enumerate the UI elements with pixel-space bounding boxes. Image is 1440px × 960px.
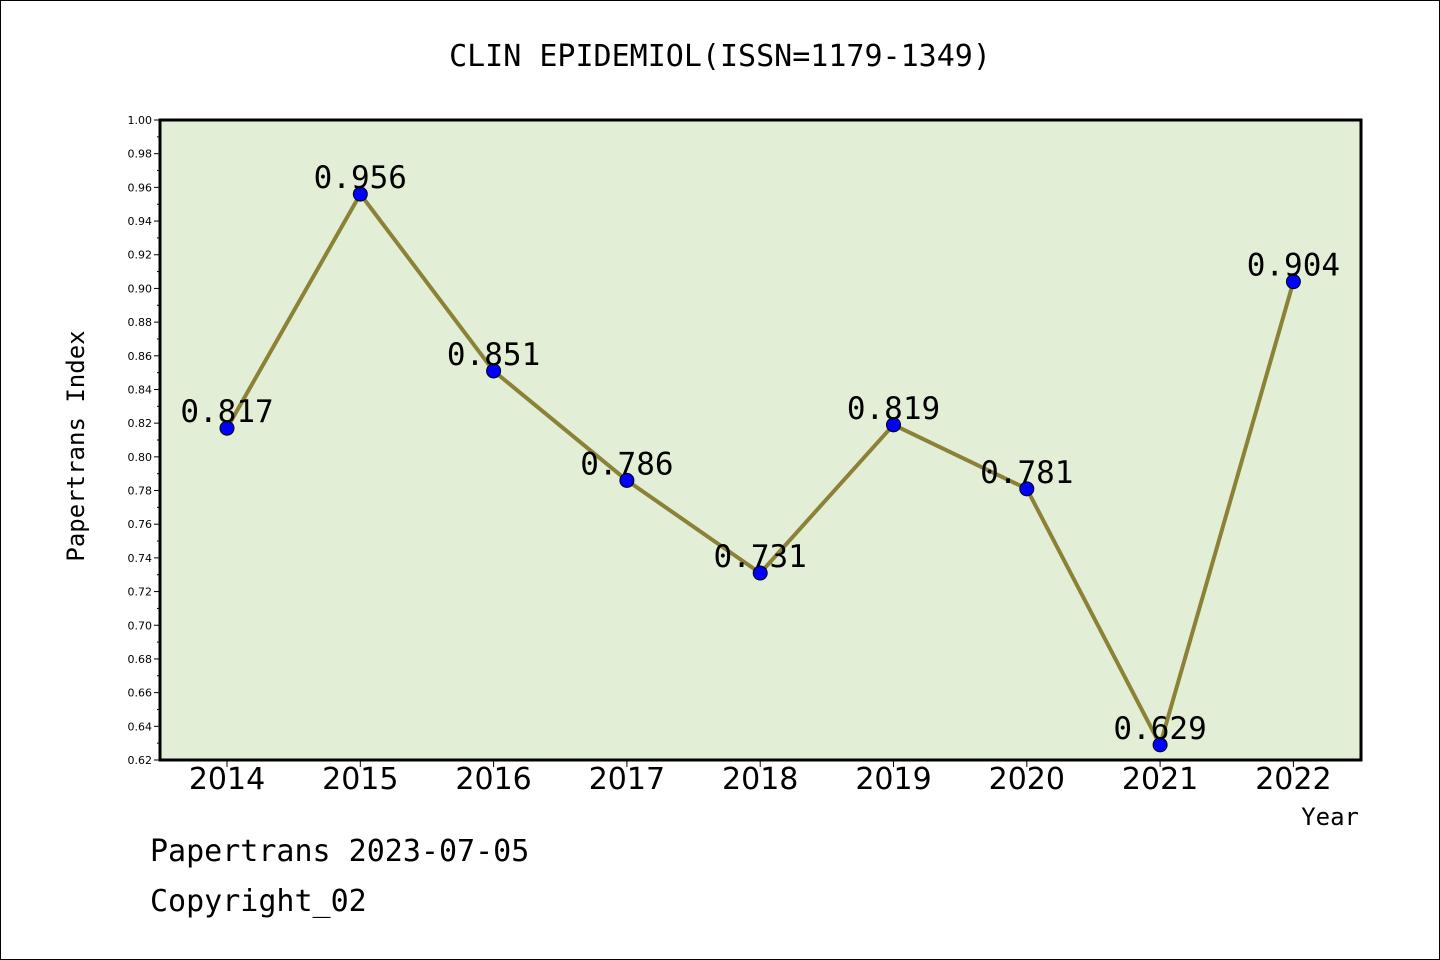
data-point <box>219 420 235 436</box>
x-tick-label: 2017 <box>589 762 665 797</box>
data-point <box>1019 481 1035 497</box>
x-tick-label: 2022 <box>1255 762 1331 797</box>
y-tick-label: 0.66 <box>128 687 153 700</box>
chart-title: CLIN EPIDEMIOL(ISSN=1179-1349) <box>449 39 991 74</box>
y-tick-label: 0.98 <box>128 148 153 161</box>
y-tick-label: 0.96 <box>128 181 153 194</box>
data-label: 0.781 <box>980 455 1073 491</box>
data-point <box>752 565 768 581</box>
data-label: 0.851 <box>447 337 540 373</box>
y-tick-label: 0.82 <box>128 417 153 430</box>
data-point <box>486 363 502 379</box>
y-tick-label: 0.74 <box>128 552 153 565</box>
y-tick-label: 0.90 <box>128 282 153 295</box>
x-tick-label: 2016 <box>455 762 531 797</box>
y-tick-label: 0.62 <box>128 754 153 767</box>
x-axis-ticks: 2014 2015 2016 2017 2018 2019 2020 2021 2022 <box>189 760 1332 797</box>
y-tick-label: 0.70 <box>128 619 153 632</box>
footer-date: Papertrans 2023-07-05 <box>150 834 530 869</box>
data-point <box>352 186 368 202</box>
data-point <box>619 472 635 488</box>
y-tick-label: 0.64 <box>128 720 153 733</box>
y-tick-label: 0.68 <box>128 653 153 666</box>
x-tick-label: 2014 <box>189 762 265 797</box>
data-label: 0.817 <box>180 394 273 430</box>
data-label: 0.819 <box>847 391 940 427</box>
data-point <box>1152 737 1168 753</box>
x-axis-title: Year <box>1301 803 1359 831</box>
footer-copyright: Copyright_02 <box>150 884 367 919</box>
y-tick-label: 0.78 <box>128 485 153 498</box>
y-tick-label: 0.86 <box>128 350 153 363</box>
data-point <box>1285 274 1301 290</box>
y-tick-label: 0.72 <box>128 586 153 599</box>
data-label: 0.904 <box>1247 248 1340 284</box>
data-labels: 0.817 0.956 0.851 0.786 0.731 0.819 0.781 0.629… <box>180 160 1340 747</box>
y-tick-label: 0.76 <box>128 518 153 531</box>
y-tick-label: 0.94 <box>128 215 153 228</box>
data-markers <box>219 186 1301 753</box>
data-label: 0.731 <box>714 539 807 575</box>
y-tick-label: 0.88 <box>128 316 153 329</box>
data-label: 0.786 <box>580 446 673 482</box>
y-axis-title: Papertrans Index <box>62 330 90 561</box>
data-label: 0.629 <box>1113 711 1206 747</box>
x-tick-label: 2015 <box>322 762 398 797</box>
plot-area <box>158 118 1363 762</box>
data-point <box>886 417 901 433</box>
x-tick-label: 2019 <box>855 762 931 797</box>
y-tick-label: 1.00 <box>128 114 153 127</box>
y-tick-label: 0.84 <box>128 383 153 396</box>
y-axis-ticks: 0.62 0.64 0.66 0.68 0.70 0.72 0.74 0.76 0.78 0.80… <box>128 114 160 767</box>
y-tick-label: 0.92 <box>128 249 153 262</box>
data-label: 0.956 <box>314 160 407 196</box>
y-tick-label: 0.80 <box>128 451 153 464</box>
x-tick-label: 2018 <box>722 762 798 797</box>
x-tick-label: 2021 <box>1122 762 1198 797</box>
x-tick-label: 2020 <box>989 762 1065 797</box>
